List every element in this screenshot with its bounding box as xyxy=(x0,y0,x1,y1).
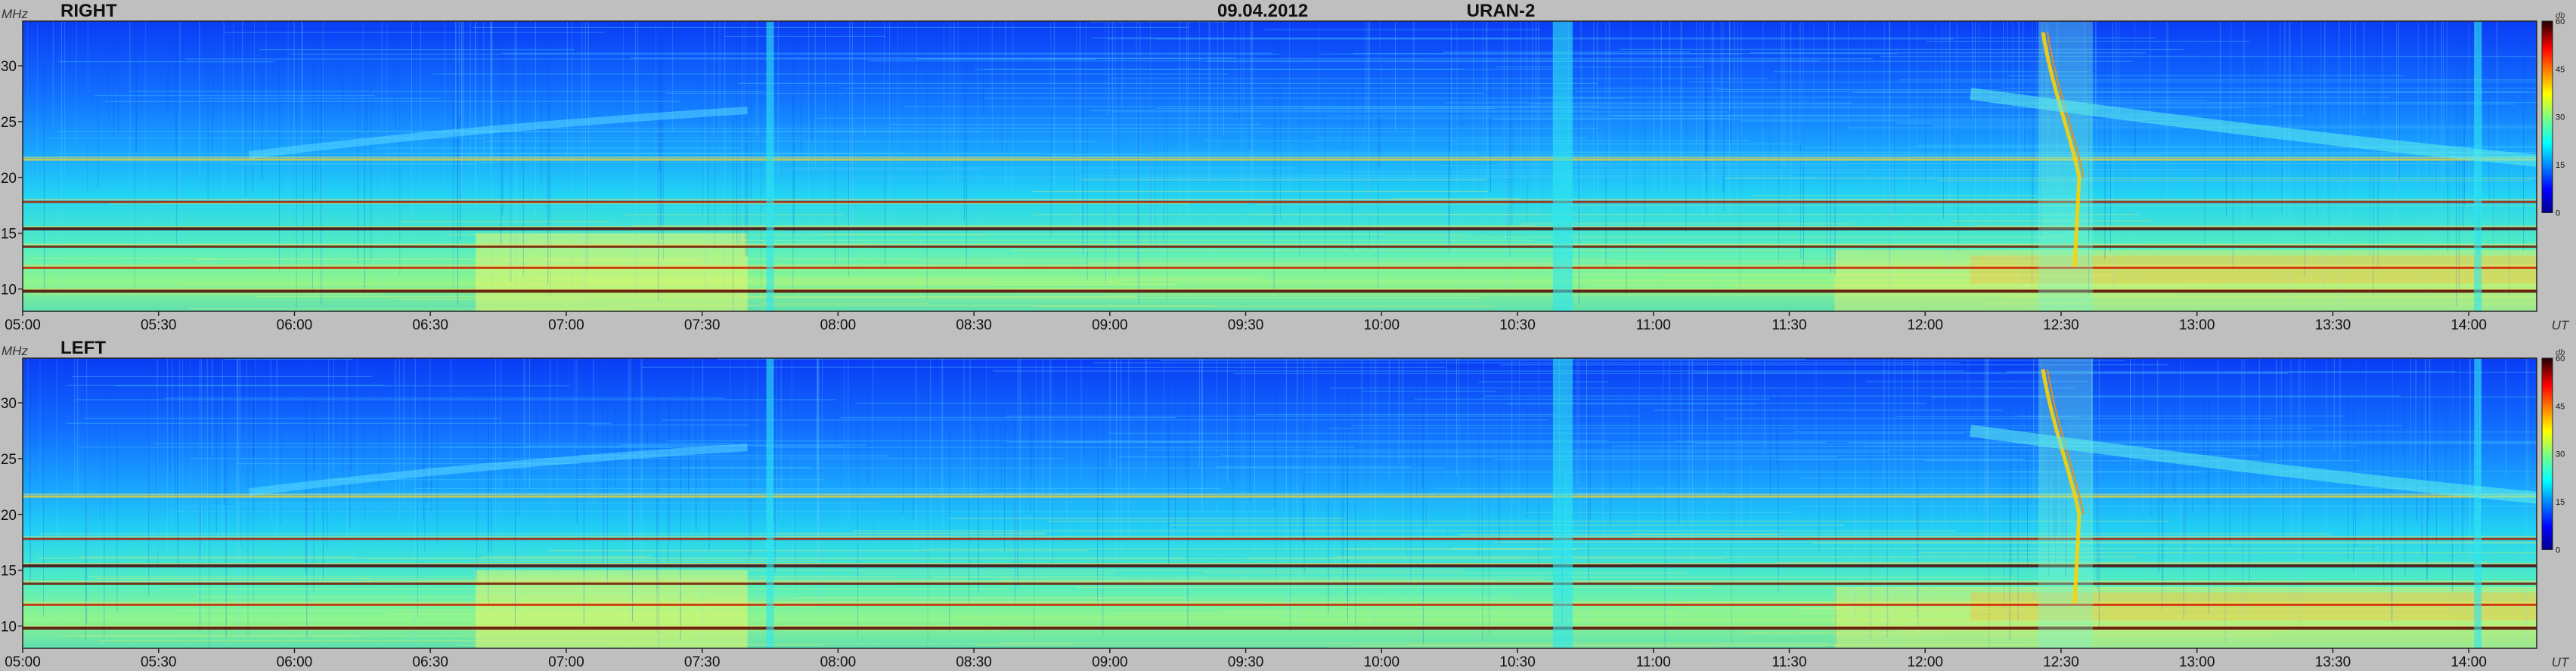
left-panel: LEFT MHz 10 15 20 25 30 05:00 05:30 06:00 06:30 07:… xyxy=(1,338,2570,670)
y-tick-label: 10 xyxy=(1,619,17,635)
x-tick-label: 09:00 xyxy=(1092,317,1128,333)
colorbar-tick-label: 15 xyxy=(2556,161,2565,170)
y-tick-label: 10 xyxy=(1,282,17,298)
intensity-patch xyxy=(1834,249,2537,311)
x-tick-label: 11:00 xyxy=(1636,317,1671,333)
instrument-title: URAN-2 xyxy=(1467,1,1536,21)
x-tick-label: 05:30 xyxy=(141,317,177,333)
intensity-patch xyxy=(1970,255,2537,284)
x-tick-label: 10:00 xyxy=(1364,654,1400,670)
x-tick-label: 11:30 xyxy=(1772,317,1806,333)
x-tick-label: 05:30 xyxy=(141,654,177,670)
x-tick-label: 08:00 xyxy=(820,654,857,670)
x-tick-label: 12:00 xyxy=(1907,317,1943,333)
broadband-burst xyxy=(2474,21,2482,311)
x-tick-label: 07:00 xyxy=(548,654,584,670)
x-tick-label: 08:00 xyxy=(820,317,857,333)
spectrogram-background xyxy=(23,21,2537,311)
y-tick-label: 20 xyxy=(1,508,17,524)
x-tick-label: 10:00 xyxy=(1364,317,1400,333)
plot-frame xyxy=(22,357,2537,649)
colorbar-unit: db xyxy=(2556,348,2565,357)
y-tick-label: 30 xyxy=(1,396,17,412)
x-tick-label: 14:00 xyxy=(2450,317,2487,333)
x-tick-label: 09:00 xyxy=(1092,654,1128,670)
spectrogram-background xyxy=(23,358,2537,648)
x-tick-label: 13:30 xyxy=(2315,654,2351,670)
x-tick-label: 07:00 xyxy=(548,317,584,333)
colorbar-tick-label: 60 xyxy=(2556,17,2565,26)
type-iii-region xyxy=(2038,358,2093,648)
y-tick-label: 30 xyxy=(1,59,17,75)
type-iii-drift xyxy=(2041,32,2082,267)
x-tick-label: 12:30 xyxy=(2043,317,2079,333)
type-iii-region xyxy=(2038,21,2093,311)
x-tick-label: 11:00 xyxy=(1636,654,1671,670)
colorbar-tick-label: 15 xyxy=(2556,498,2565,507)
plot-frame xyxy=(22,20,2537,312)
colorbar-tick-label: 30 xyxy=(2556,450,2565,459)
y-tick-label: 15 xyxy=(1,564,17,580)
y-tick-label: 15 xyxy=(1,227,17,243)
x-tick-label: 08:30 xyxy=(956,654,992,670)
x-tick-label: 14:00 xyxy=(2450,654,2487,670)
y-unit-label: MHz xyxy=(2,344,28,358)
x-tick-label: 13:00 xyxy=(2179,654,2215,670)
x-tick-label: 09:30 xyxy=(1228,654,1264,670)
x-tick-label: 10:30 xyxy=(1499,654,1536,670)
x-unit-label: UT xyxy=(2552,318,2570,332)
panel-label: RIGHT xyxy=(60,1,117,21)
panel-label: LEFT xyxy=(60,338,106,358)
x-tick-label: 06:00 xyxy=(277,317,313,333)
broadband-burst xyxy=(766,21,774,311)
x-tick-label: 06:00 xyxy=(277,654,313,670)
x-tick-label: 12:30 xyxy=(2043,654,2079,670)
x-tick-label: 09:30 xyxy=(1228,317,1264,333)
x-tick-label: 11:30 xyxy=(1772,654,1806,670)
colorbar xyxy=(2541,20,2553,213)
y-tick-label: 25 xyxy=(1,115,17,131)
colorbar-tick-label: 60 xyxy=(2556,354,2565,363)
colorbar-tick-label: 0 xyxy=(2556,209,2560,218)
colorbar-tick-label: 45 xyxy=(2556,65,2565,74)
x-tick-label: 13:30 xyxy=(2315,317,2351,333)
x-tick-label: 05:00 xyxy=(5,654,41,670)
right-panel: RIGHT MHz 10 15 20 25 30 05:00 05:30 06:00 06:30 07… xyxy=(1,1,2570,333)
x-tick-label: 12:00 xyxy=(1907,654,1943,670)
x-tick-label: 06:30 xyxy=(412,317,448,333)
y-unit-label: MHz xyxy=(2,7,28,21)
drifting-emission-band xyxy=(1970,88,2537,167)
colorbar-unit: db xyxy=(2556,11,2565,20)
colorbar-tick-label: 45 xyxy=(2556,402,2565,411)
x-tick-label: 13:00 xyxy=(2179,317,2215,333)
drifting-emission-band xyxy=(1970,425,2537,504)
colorbar xyxy=(2541,357,2553,550)
x-tick-label: 05:00 xyxy=(5,317,41,333)
broadband-burst xyxy=(766,358,774,648)
colorbar-tick-label: 30 xyxy=(2556,113,2565,122)
x-tick-label: 08:30 xyxy=(956,317,992,333)
intensity-patch xyxy=(476,570,748,648)
x-tick-label: 06:30 xyxy=(412,654,448,670)
broadband-burst xyxy=(1552,21,1573,311)
x-tick-label: 10:30 xyxy=(1499,317,1536,333)
intensity-patch xyxy=(1970,592,2537,621)
y-tick-label: 20 xyxy=(1,171,17,187)
faint-drifting-band xyxy=(248,444,748,496)
x-unit-label: UT xyxy=(2552,655,2570,669)
broadband-burst xyxy=(2474,358,2482,648)
y-tick-label: 25 xyxy=(1,452,17,468)
intensity-patch xyxy=(1834,586,2537,648)
x-tick-label: 07:30 xyxy=(684,317,721,333)
date-title: 09.04.2012 xyxy=(1217,1,1308,21)
broadband-burst xyxy=(1552,358,1573,648)
x-tick-label: 07:30 xyxy=(684,654,721,670)
type-iii-drift xyxy=(2041,369,2082,605)
faint-drifting-band xyxy=(248,107,748,159)
colorbar-tick-label: 0 xyxy=(2556,546,2560,555)
